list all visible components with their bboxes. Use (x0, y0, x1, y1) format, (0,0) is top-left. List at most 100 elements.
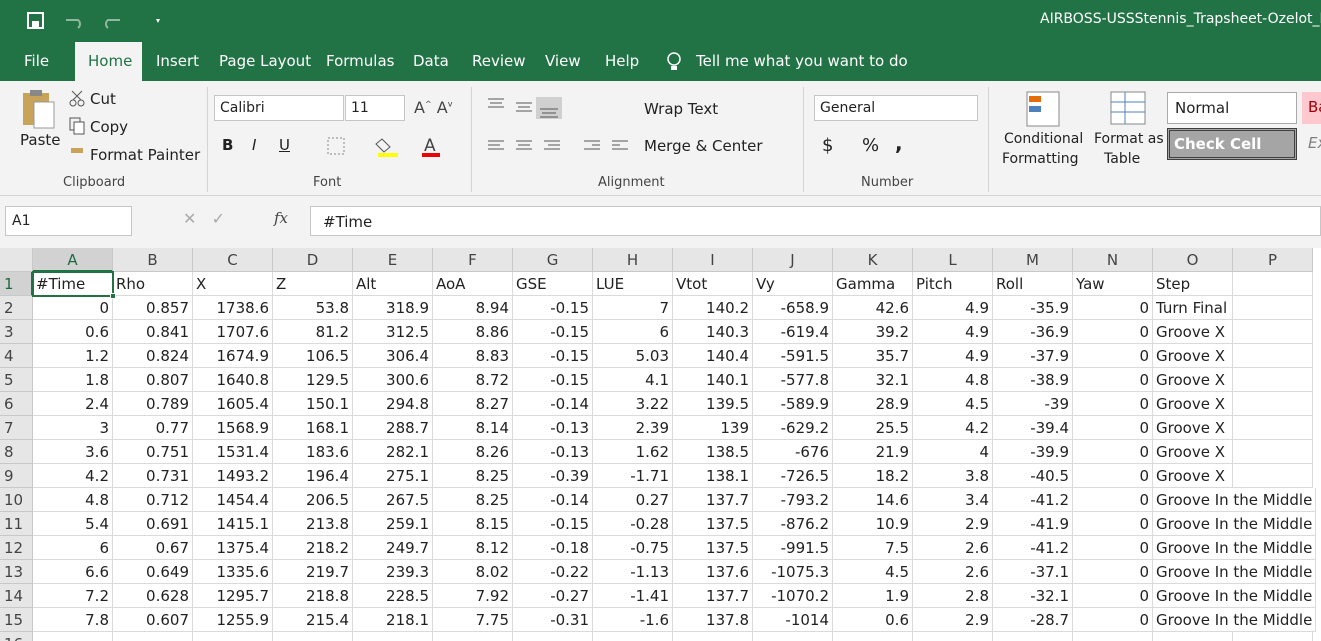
font-size[interactable]: 11 (345, 95, 405, 121)
cell[interactable]: -37.1 (993, 560, 1073, 584)
cell[interactable]: Groove In the Middle (1153, 560, 1317, 584)
tab[interactable]: Insert (156, 52, 200, 70)
tab[interactable]: Review (472, 52, 526, 70)
cell[interactable]: 129.5 (273, 368, 353, 392)
cell[interactable]: 39.2 (833, 320, 913, 344)
column-header[interactable]: E (353, 248, 433, 272)
merge-center-button[interactable]: Merge & Center (644, 137, 763, 155)
cell[interactable]: -0.27 (513, 584, 593, 608)
cell[interactable] (1233, 416, 1313, 440)
cell[interactable]: 1295.7 (193, 584, 273, 608)
cell[interactable]: AoA (433, 272, 513, 296)
cell[interactable]: 7.75 (433, 608, 513, 632)
cell[interactable]: 1.8 (33, 368, 113, 392)
cell[interactable]: -0.15 (513, 320, 593, 344)
cell[interactable]: 215.4 (273, 608, 353, 632)
cell[interactable]: 8.94 (433, 296, 513, 320)
cell[interactable] (673, 632, 753, 641)
conditional-formatting[interactable]: Conditional (1004, 131, 1084, 147)
column-header[interactable]: B (113, 248, 193, 272)
cell[interactable]: 6.6 (33, 560, 113, 584)
cell[interactable]: 2.8 (913, 584, 993, 608)
cell[interactable]: -0.15 (513, 512, 593, 536)
column-header[interactable]: C (193, 248, 273, 272)
cell[interactable]: 3 (33, 416, 113, 440)
cell[interactable]: Groove X (1153, 392, 1233, 416)
cell[interactable]: -1070.2 (753, 584, 833, 608)
cell[interactable]: Groove In the Middle (1153, 584, 1317, 608)
cell[interactable]: 1674.9 (193, 344, 273, 368)
row-header[interactable]: 6 (0, 392, 33, 416)
cell[interactable]: -876.2 (753, 512, 833, 536)
cell[interactable]: 138.5 (673, 440, 753, 464)
cell[interactable]: 306.4 (353, 344, 433, 368)
cell[interactable]: -41.2 (993, 488, 1073, 512)
cell[interactable]: 1605.4 (193, 392, 273, 416)
cell[interactable] (1233, 440, 1313, 464)
format-as-table[interactable]: Table (1104, 151, 1141, 167)
cell[interactable]: 137.5 (673, 536, 753, 560)
cell[interactable]: 0 (1073, 416, 1153, 440)
cell[interactable]: 0.824 (113, 344, 193, 368)
cell[interactable]: 206.5 (273, 488, 353, 512)
cell[interactable]: 2.6 (913, 536, 993, 560)
cell[interactable]: 3.4 (913, 488, 993, 512)
cell[interactable] (993, 632, 1073, 641)
cell[interactable]: 137.7 (673, 584, 753, 608)
cell[interactable] (33, 632, 113, 641)
cell[interactable]: 218.1 (353, 608, 433, 632)
column-header[interactable]: O (1153, 248, 1233, 272)
cell[interactable]: 196.4 (273, 464, 353, 488)
cell[interactable]: 1.2 (33, 344, 113, 368)
cell[interactable]: -1075.3 (753, 560, 833, 584)
cell[interactable]: Vtot (673, 272, 753, 296)
cell[interactable]: 1335.6 (193, 560, 273, 584)
cell[interactable]: 288.7 (353, 416, 433, 440)
cell[interactable]: 0 (1073, 608, 1153, 632)
cell[interactable]: 0.789 (113, 392, 193, 416)
tab[interactable]: Home (88, 52, 133, 70)
cell[interactable] (1233, 320, 1313, 344)
cell[interactable]: 267.5 (353, 488, 433, 512)
cell[interactable]: Roll (993, 272, 1073, 296)
cell[interactable]: Groove In the Middle (1153, 488, 1317, 512)
bold-button[interactable]: B (222, 136, 234, 154)
style-normal[interactable]: Normal (1167, 92, 1297, 124)
cell[interactable]: 6 (33, 536, 113, 560)
alignment-icons[interactable] (484, 95, 634, 157)
cell[interactable]: 0 (1073, 560, 1153, 584)
cell[interactable]: 4.8 (33, 488, 113, 512)
style-explanatory[interactable]: Ex (1308, 134, 1321, 152)
cell[interactable]: 300.6 (353, 368, 433, 392)
cell[interactable]: 3.22 (593, 392, 673, 416)
cell[interactable]: -0.75 (593, 536, 673, 560)
tab[interactable]: Page Layout (219, 52, 312, 70)
cell[interactable]: 0 (1073, 368, 1153, 392)
cell[interactable]: 137.6 (673, 560, 753, 584)
cell[interactable]: Alt (353, 272, 433, 296)
cell[interactable]: 0 (1073, 584, 1153, 608)
cell[interactable] (1233, 464, 1313, 488)
cell[interactable]: 1568.9 (193, 416, 273, 440)
cell[interactable]: 4.2 (913, 416, 993, 440)
cell[interactable]: 0.77 (113, 416, 193, 440)
cell[interactable]: 5.4 (33, 512, 113, 536)
cell[interactable]: 4.9 (913, 296, 993, 320)
cell[interactable]: -0.15 (513, 344, 593, 368)
cell[interactable]: 8.83 (433, 344, 513, 368)
cell[interactable]: 218.8 (273, 584, 353, 608)
cell[interactable]: 5.03 (593, 344, 673, 368)
save-icon[interactable] (26, 11, 46, 31)
cell[interactable]: 0.841 (113, 320, 193, 344)
cell[interactable]: Z (273, 272, 353, 296)
cell[interactable]: GSE (513, 272, 593, 296)
cell[interactable]: 18.2 (833, 464, 913, 488)
row-header[interactable]: 4 (0, 344, 33, 368)
italic-button[interactable]: I (252, 136, 257, 154)
cell[interactable] (1153, 632, 1233, 641)
cell[interactable]: 1531.4 (193, 440, 273, 464)
cell[interactable]: -629.2 (753, 416, 833, 440)
cell[interactable]: 140.4 (673, 344, 753, 368)
column-header[interactable]: F (433, 248, 513, 272)
cell[interactable]: 1493.2 (193, 464, 273, 488)
